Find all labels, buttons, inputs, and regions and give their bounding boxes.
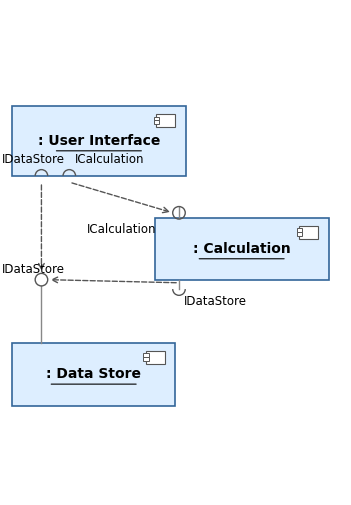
Text: IDataStore: IDataStore	[1, 153, 64, 166]
Text: : Data Store: : Data Store	[46, 367, 141, 381]
Text: ICalculation: ICalculation	[87, 223, 156, 236]
FancyBboxPatch shape	[157, 114, 175, 127]
FancyBboxPatch shape	[144, 357, 149, 361]
Text: IDataStore: IDataStore	[1, 263, 64, 276]
FancyBboxPatch shape	[154, 117, 159, 121]
FancyBboxPatch shape	[154, 218, 329, 280]
FancyBboxPatch shape	[297, 228, 302, 232]
Text: IDataStore: IDataStore	[184, 295, 247, 308]
FancyBboxPatch shape	[297, 232, 302, 236]
FancyBboxPatch shape	[299, 226, 318, 239]
FancyBboxPatch shape	[12, 343, 176, 406]
FancyBboxPatch shape	[144, 354, 149, 357]
Text: : Calculation: : Calculation	[193, 242, 291, 256]
FancyBboxPatch shape	[154, 121, 159, 124]
Text: ICalculation: ICalculation	[74, 153, 144, 166]
FancyBboxPatch shape	[146, 351, 165, 364]
Text: : User Interface: : User Interface	[38, 134, 160, 148]
FancyBboxPatch shape	[12, 106, 186, 176]
